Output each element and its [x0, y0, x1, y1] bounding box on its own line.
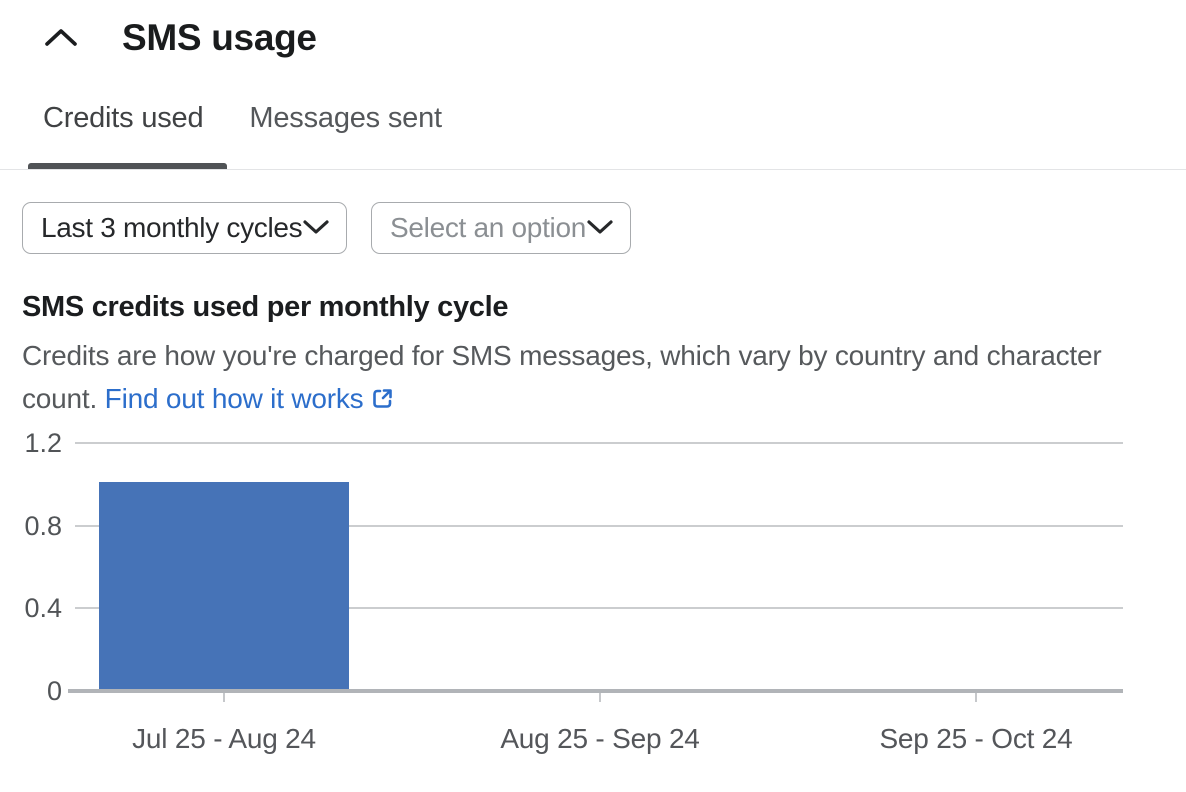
chart-title: SMS credits used per monthly cycle — [22, 291, 509, 323]
cycle-period-value: Last 3 monthly cycles — [41, 212, 303, 243]
collapse-section-button[interactable] — [36, 18, 86, 60]
find-out-how-link[interactable]: Find out how it works — [105, 383, 395, 414]
find-out-how-link-label: Find out how it works — [104, 383, 364, 414]
x-axis-tick-label: Sep 25 - Oct 24 — [879, 723, 1073, 754]
gridline — [75, 607, 1123, 610]
x-axis-tick — [599, 693, 601, 702]
x-axis-tick-label: Aug 25 - Sep 24 — [500, 723, 700, 754]
gridline — [75, 442, 1123, 444]
chart-description-line2: count. — [22, 383, 98, 414]
x-axis-line — [68, 689, 1123, 693]
chart-bar[interactable] — [98, 482, 350, 689]
x-axis-tick — [975, 693, 977, 702]
page-title: SMS usage — [122, 17, 317, 58]
tab-messages-sent[interactable]: Messages sent — [249, 102, 442, 134]
chevron-down-icon — [302, 218, 330, 239]
chart-description: Credits are how you're charged for SMS m… — [22, 334, 1182, 422]
tab-credits-used[interactable]: Credits used — [43, 102, 204, 134]
y-axis-tick-label: 0.8 — [24, 510, 62, 541]
credits-used-bar-chart: 0 0.4 0.8 1.2 Jul 25 - Aug 24 Aug 25 - Sep 24… — [0, 428, 1186, 792]
y-axis-tick-label: 1.2 — [24, 428, 62, 458]
y-axis-tick-label: 0.4 — [24, 593, 62, 624]
option-select-placeholder: Select an option — [390, 212, 587, 243]
x-axis-tick — [223, 693, 225, 702]
chevron-down-icon — [586, 218, 614, 239]
y-axis-tick-label: 0 — [46, 676, 62, 706]
chevron-up-icon — [44, 27, 78, 52]
tab-bar: Credits used Messages sent — [43, 102, 442, 135]
external-link-icon — [371, 379, 394, 422]
cycle-period-select[interactable]: Last 3 monthly cycles — [22, 202, 347, 254]
x-axis-tick-label: Jul 25 - Aug 24 — [132, 723, 316, 754]
tabs-divider — [0, 169, 1186, 170]
active-tab-indicator — [28, 163, 227, 169]
option-select[interactable]: Select an option — [371, 202, 631, 254]
gridline — [75, 524, 1123, 527]
chart-description-line1: Credits are how you're charged for SMS m… — [22, 340, 1102, 371]
